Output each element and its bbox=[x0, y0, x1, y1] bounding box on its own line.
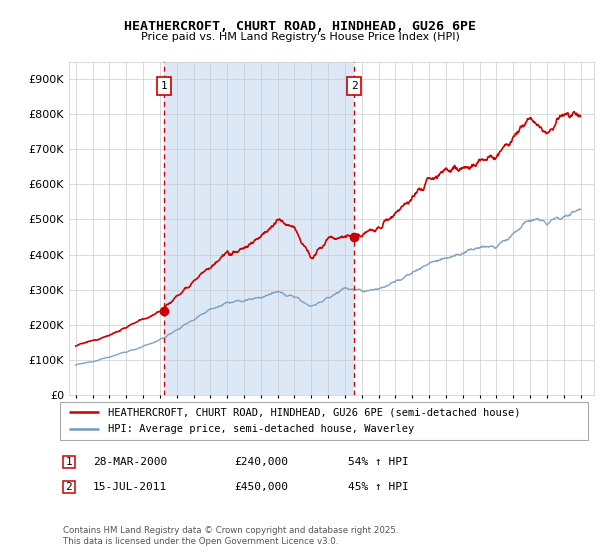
Text: 28-MAR-2000: 28-MAR-2000 bbox=[93, 457, 167, 467]
Text: 15-JUL-2011: 15-JUL-2011 bbox=[93, 482, 167, 492]
Text: HPI: Average price, semi-detached house, Waverley: HPI: Average price, semi-detached house,… bbox=[108, 424, 414, 434]
Text: 1: 1 bbox=[65, 457, 73, 467]
Text: 2: 2 bbox=[65, 482, 73, 492]
Text: HEATHERCROFT, CHURT ROAD, HINDHEAD, GU26 6PE (semi-detached house): HEATHERCROFT, CHURT ROAD, HINDHEAD, GU26… bbox=[108, 407, 521, 417]
Text: 54% ↑ HPI: 54% ↑ HPI bbox=[348, 457, 409, 467]
Text: Price paid vs. HM Land Registry's House Price Index (HPI): Price paid vs. HM Land Registry's House … bbox=[140, 32, 460, 43]
Text: £240,000: £240,000 bbox=[234, 457, 288, 467]
Text: HEATHERCROFT, CHURT ROAD, HINDHEAD, GU26 6PE: HEATHERCROFT, CHURT ROAD, HINDHEAD, GU26… bbox=[124, 20, 476, 32]
Text: 45% ↑ HPI: 45% ↑ HPI bbox=[348, 482, 409, 492]
Text: 2: 2 bbox=[350, 81, 358, 91]
Text: Contains HM Land Registry data © Crown copyright and database right 2025.
This d: Contains HM Land Registry data © Crown c… bbox=[63, 526, 398, 546]
Text: £450,000: £450,000 bbox=[234, 482, 288, 492]
Bar bbox=[164, 62, 354, 395]
Text: 1: 1 bbox=[161, 81, 167, 91]
